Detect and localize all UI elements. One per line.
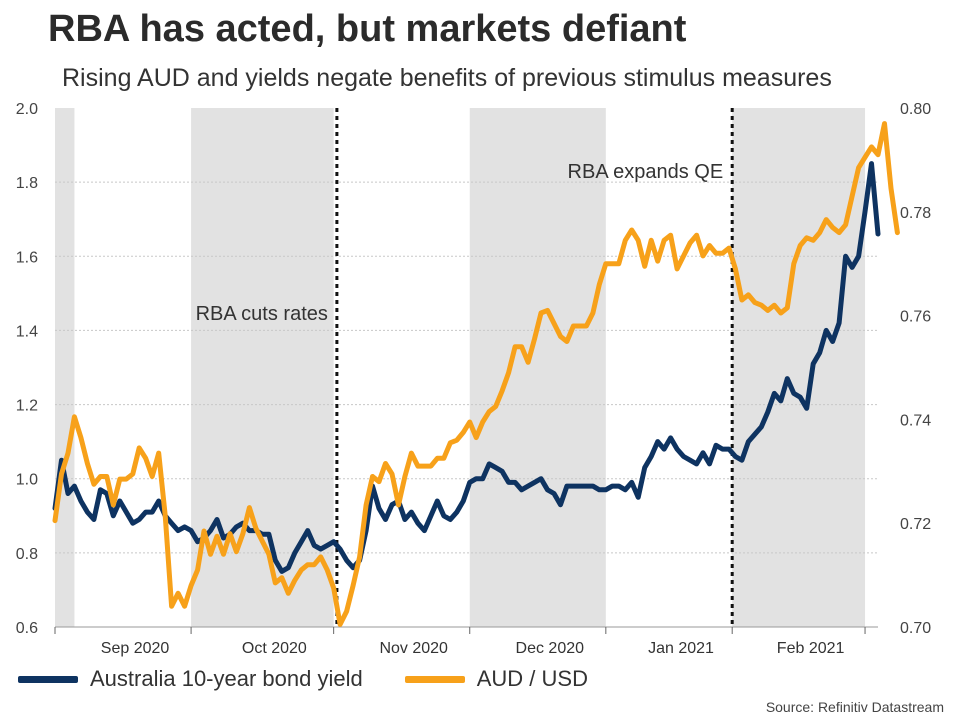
chart-subtitle: Rising AUD and yields negate benefits of…: [62, 64, 832, 92]
event-label-0: RBA cuts rates: [196, 303, 328, 325]
axes: 0.6 0.8 1.0 1.2 1.4 1.6 1.8 2.0 0.70 0.72 0.74 0.76…: [16, 101, 931, 657]
legend-item-bond-yield: Australia 10-year bond yield: [18, 666, 363, 692]
chart-title: RBA has acted, but markets defiant: [48, 8, 687, 50]
legend-item-aud-usd: AUD / USD: [404, 666, 588, 692]
shaded-period-3: [732, 108, 866, 627]
left-tick-label: 1.0: [16, 472, 38, 489]
event-label-1: RBA expands QE: [568, 161, 724, 183]
left-tick-label: 1.4: [16, 323, 38, 340]
x-tick-label: Nov 2020: [379, 640, 448, 657]
series-line-aud-usd: [52, 121, 900, 627]
gridlines: [55, 181, 878, 554]
x-tick-label: Oct 2020: [242, 640, 307, 657]
shaded-period-2: [469, 108, 606, 627]
series-line-bond-yield: [52, 161, 881, 574]
legend-swatch-bond-yield: [18, 675, 78, 683]
left-tick-label: 1.8: [16, 175, 38, 192]
shaded-period-0: [55, 108, 75, 627]
right-tick-label: 0.80: [900, 101, 931, 118]
x-tick-label: Jan 2021: [648, 640, 714, 657]
legend-label-bond-yield: Australia 10-year bond yield: [90, 666, 363, 691]
left-tick-label: 0.8: [16, 546, 38, 563]
legend-label-aud-usd: AUD / USD: [476, 666, 588, 691]
source-note: Source: Refinitiv Datastream: [765, 699, 944, 715]
x-tick-label: Feb 2021: [777, 640, 845, 657]
right-tick-label: 0.72: [900, 516, 931, 533]
legend-swatch-aud-usd: [404, 675, 465, 683]
right-tick-label: 0.78: [900, 205, 931, 222]
left-tick-label: 1.2: [16, 398, 38, 415]
left-tick-label: 2.0: [16, 101, 38, 118]
event-markers: RBA cuts rates RBA expands QE: [196, 108, 734, 627]
shaded-periods: [55, 108, 866, 627]
left-tick-label: 0.6: [16, 620, 38, 637]
x-tick-label: Sep 2020: [101, 640, 170, 657]
right-tick-label: 0.70: [900, 620, 931, 637]
series-lines: [52, 121, 900, 627]
left-tick-label: 1.6: [16, 249, 38, 266]
x-tick-label: Dec 2020: [516, 640, 585, 657]
right-tick-label: 0.76: [900, 309, 931, 326]
legend: Australia 10-year bond yield AUD / USD: [18, 666, 630, 692]
right-tick-label: 0.74: [900, 412, 931, 429]
